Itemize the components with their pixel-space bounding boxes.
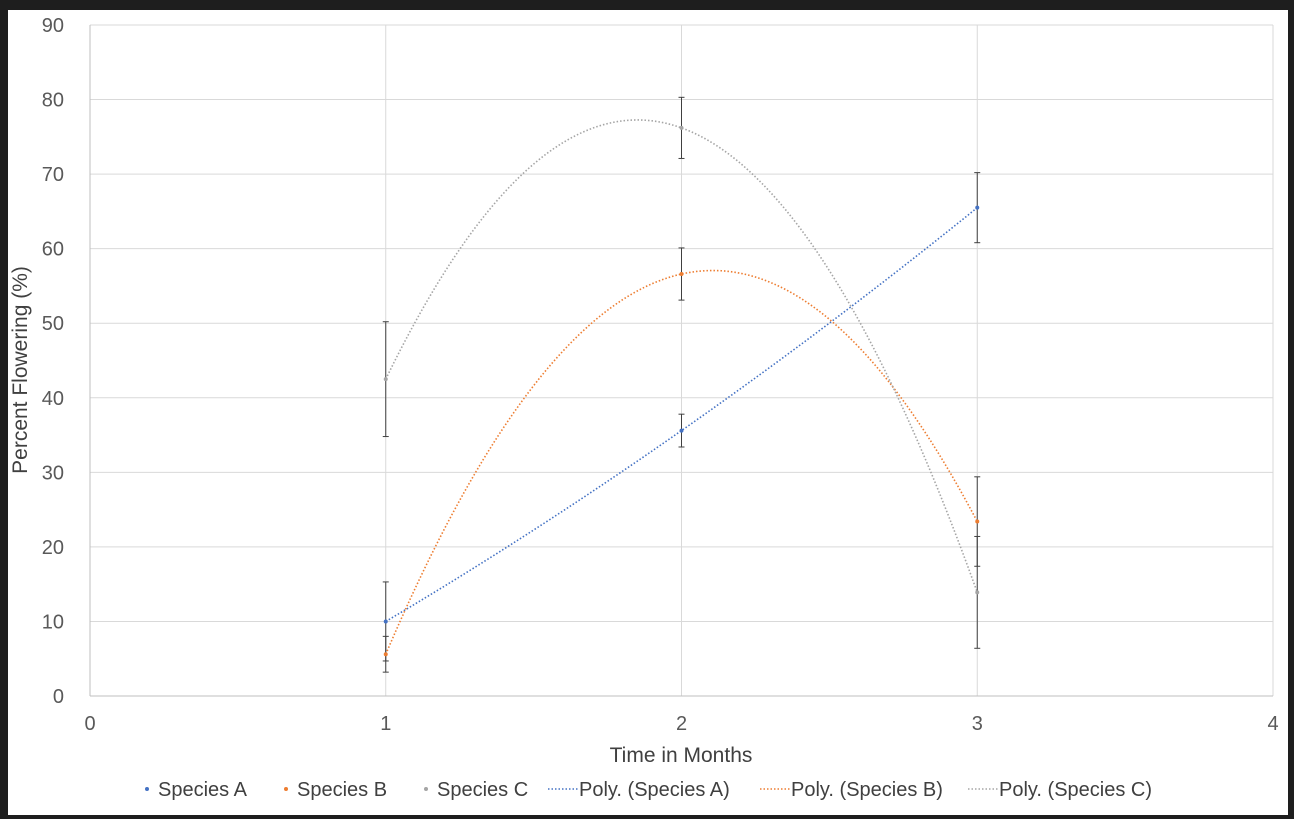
legend-item: Species C xyxy=(424,779,528,801)
data-points xyxy=(383,125,980,657)
x-tick-label: 1 xyxy=(380,713,391,735)
chart-frame: 0 10 20 30 40 50 60 70 80 90 0 1 2 3 4 Time in Months … xyxy=(8,10,1288,815)
y-tick-label: 20 xyxy=(42,537,64,559)
legend: Species A Species B Species C Poly. (Specie… xyxy=(145,779,1152,801)
x-tick-label: 4 xyxy=(1267,713,1278,735)
x-tick-label: 3 xyxy=(972,713,983,735)
y-tick-label: 90 xyxy=(42,15,64,37)
y-tick-label: 10 xyxy=(42,611,64,633)
legend-label: Species B xyxy=(297,779,387,801)
y-tick-label: 60 xyxy=(42,239,64,261)
trendline-species-c xyxy=(385,119,979,593)
legend-label: Species A xyxy=(158,779,248,801)
legend-item: Poly. (Species B) xyxy=(760,779,943,801)
x-tick-label: 0 xyxy=(84,713,95,735)
data-point xyxy=(975,590,980,595)
legend-label: Poly. (Species A) xyxy=(579,779,730,801)
trendlines xyxy=(385,119,979,655)
y-tick-label: 30 xyxy=(42,462,64,484)
legend-item: Species B xyxy=(284,779,387,801)
legend-label: Poly. (Species B) xyxy=(791,779,943,801)
y-tick-label: 50 xyxy=(42,313,64,335)
legend-marker xyxy=(145,787,149,791)
legend-item: Poly. (Species A) xyxy=(548,779,730,801)
y-tick-label: 40 xyxy=(42,388,64,410)
legend-marker xyxy=(284,787,288,791)
x-axis-title: Time in Months xyxy=(610,744,753,767)
data-point xyxy=(383,652,388,657)
y-axis-title: Percent Flowering (%) xyxy=(9,266,32,474)
legend-item: Species A xyxy=(145,779,248,801)
y-tick-label: 70 xyxy=(42,164,64,186)
data-point xyxy=(383,619,388,624)
axes xyxy=(89,25,1273,697)
y-tick-label: 0 xyxy=(53,686,64,708)
legend-label: Poly. (Species C) xyxy=(999,779,1152,801)
x-tick-label: 2 xyxy=(676,713,687,735)
data-point xyxy=(679,272,684,277)
legend-marker xyxy=(424,787,428,791)
y-tick-label: 80 xyxy=(42,90,64,112)
data-point xyxy=(975,519,980,524)
data-point xyxy=(383,377,388,382)
legend-label: Species C xyxy=(437,779,528,801)
legend-item: Poly. (Species C) xyxy=(968,779,1152,801)
data-point xyxy=(975,205,980,210)
data-point xyxy=(679,428,684,433)
tick-labels: 0 10 20 30 40 50 60 70 80 90 0 1 2 3 4 xyxy=(42,15,1279,735)
data-point xyxy=(679,125,684,130)
